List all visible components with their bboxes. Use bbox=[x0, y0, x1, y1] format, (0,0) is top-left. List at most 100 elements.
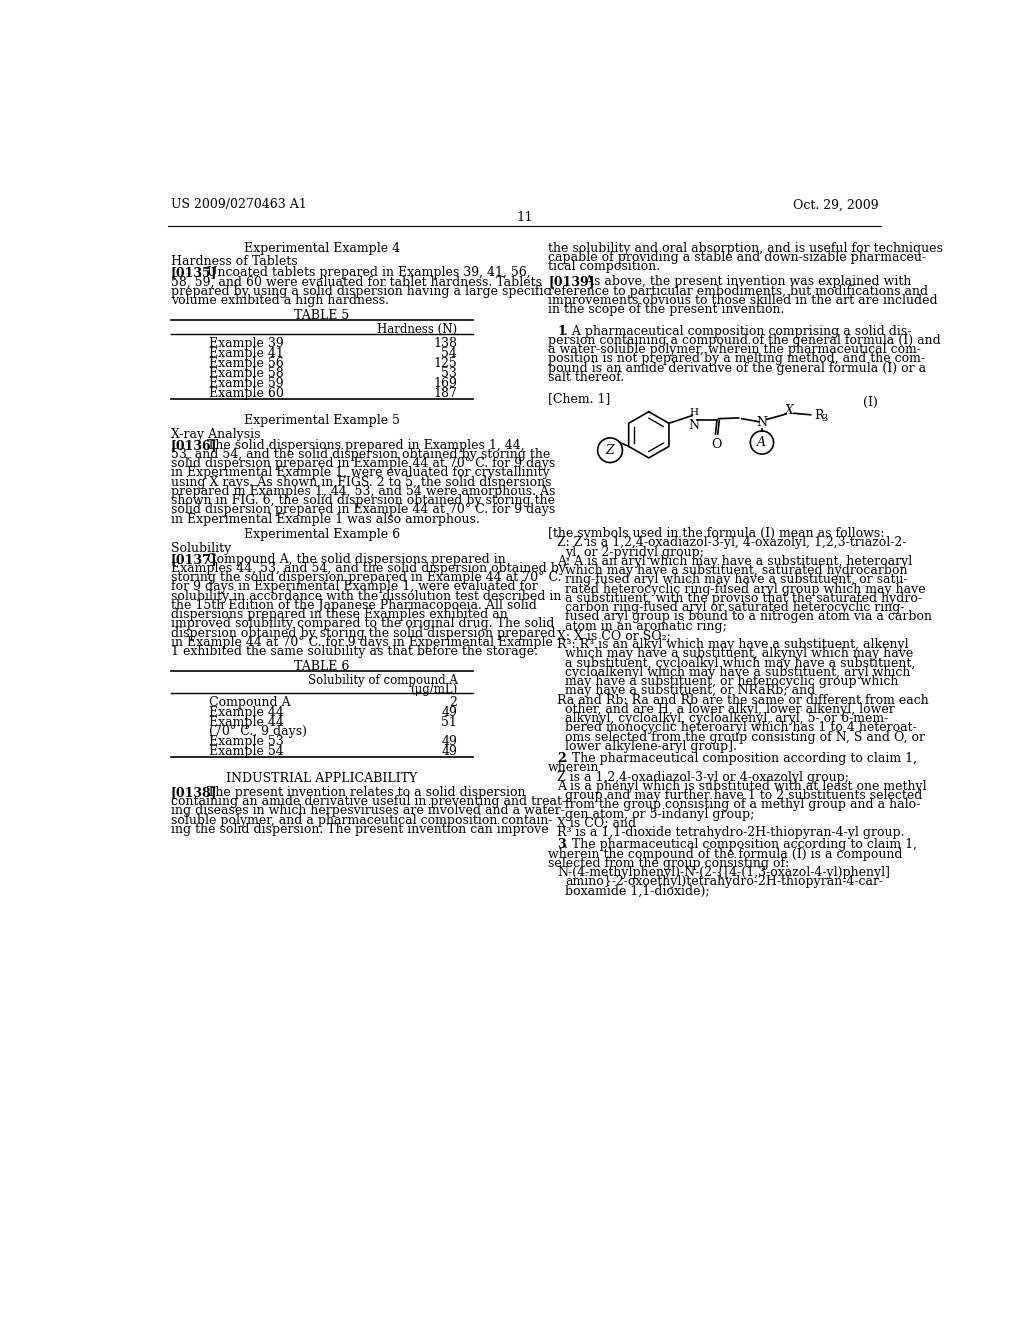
Text: may have a substituent, or heterocyclic group which: may have a substituent, or heterocyclic … bbox=[565, 675, 898, 688]
Text: 1: 1 bbox=[557, 325, 566, 338]
Text: [the symbols used in the formula (I) mean as follows:: [the symbols used in the formula (I) mea… bbox=[548, 527, 885, 540]
Text: A is a phenyl which is substituted with at least one methyl: A is a phenyl which is substituted with … bbox=[557, 780, 927, 793]
Text: persion containing a compound of the general formula (I) and: persion containing a compound of the gen… bbox=[548, 334, 941, 347]
Text: [Chem. 1]: [Chem. 1] bbox=[548, 392, 610, 405]
Text: . The pharmaceutical composition according to claim 1,: . The pharmaceutical composition accordi… bbox=[563, 752, 916, 766]
Text: Z: Z is a 1,2,4-oxadiazol-3-yl, 4-oxazolyl, 1,2,3-triazol-2-: Z: Z is a 1,2,4-oxadiazol-3-yl, 4-oxazol… bbox=[557, 536, 906, 549]
Text: atom in an aromatic ring;: atom in an aromatic ring; bbox=[565, 619, 727, 632]
Text: Z is a 1,2,4-oxadiazol-3-yl or 4-oxazolyl group;: Z is a 1,2,4-oxadiazol-3-yl or 4-oxazoly… bbox=[557, 771, 849, 784]
Text: 2: 2 bbox=[450, 696, 458, 709]
Text: rated heterocyclic ring-fused aryl group which may have: rated heterocyclic ring-fused aryl group… bbox=[565, 582, 926, 595]
Text: solid dispersion prepared in Example 44 at 70° C. for 9 days: solid dispersion prepared in Example 44 … bbox=[171, 457, 555, 470]
Text: R³: R³ is an alkyl which may have a substituent, alkenyl: R³: R³ is an alkyl which may have a subs… bbox=[557, 638, 909, 651]
Text: amino}-2-oxoethyl)tetrahydro-2H-thiopyran-4-car-: amino}-2-oxoethyl)tetrahydro-2H-thiopyra… bbox=[565, 875, 884, 888]
Text: for 9 days in Experimental Example 1, were evaluated for: for 9 days in Experimental Example 1, we… bbox=[171, 581, 538, 594]
Text: selected from the group consisting of:: selected from the group consisting of: bbox=[548, 857, 790, 870]
Text: As above, the present invention was explained with: As above, the present invention was expl… bbox=[577, 276, 911, 289]
Text: dispersion obtained by storing the solid dispersion prepared: dispersion obtained by storing the solid… bbox=[171, 627, 555, 640]
Text: 138: 138 bbox=[433, 337, 458, 350]
Text: Hardness (N): Hardness (N) bbox=[377, 323, 458, 337]
Text: Example 53: Example 53 bbox=[209, 735, 284, 748]
Text: Example 41: Example 41 bbox=[209, 347, 285, 360]
Text: X is CO; and: X is CO; and bbox=[557, 817, 637, 830]
Text: 125: 125 bbox=[433, 358, 458, 370]
Text: cycloalkenyl which may have a substituent, aryl which: cycloalkenyl which may have a substituen… bbox=[565, 665, 910, 678]
Text: 49: 49 bbox=[441, 744, 458, 758]
Text: ing diseases in which herpesviruses are involved and a water-: ing diseases in which herpesviruses are … bbox=[171, 804, 564, 817]
Text: 2: 2 bbox=[557, 752, 566, 766]
Text: boxamide 1,1-dioxide);: boxamide 1,1-dioxide); bbox=[565, 884, 710, 898]
Text: X: X bbox=[784, 404, 794, 417]
Text: using X rays. As shown in FIGS. 2 to 5, the solid dispersions: using X rays. As shown in FIGS. 2 to 5, … bbox=[171, 475, 551, 488]
Text: the solubility and oral absorption, and is useful for techniques: the solubility and oral absorption, and … bbox=[548, 242, 943, 255]
Text: salt thereof.: salt thereof. bbox=[548, 371, 625, 384]
Text: N: N bbox=[688, 418, 699, 432]
Text: Compound A, the solid dispersions prepared in: Compound A, the solid dispersions prepar… bbox=[200, 553, 506, 566]
Text: Solubility: Solubility bbox=[171, 543, 230, 554]
Text: position is not prepared by a melting method, and the com-: position is not prepared by a melting me… bbox=[548, 352, 925, 366]
Text: wherein: wherein bbox=[548, 762, 599, 775]
Text: which may have a substituent, alkynyl which may have: which may have a substituent, alkynyl wh… bbox=[565, 647, 913, 660]
Text: solid dispersion prepared in Example 44 at 70° C. for 9 days: solid dispersion prepared in Example 44 … bbox=[171, 503, 555, 516]
Text: volume exhibited a high hardness.: volume exhibited a high hardness. bbox=[171, 294, 389, 308]
Text: [0136]: [0136] bbox=[171, 438, 217, 451]
Text: Example 39: Example 39 bbox=[209, 337, 284, 350]
Text: N-(4-methylphenyl)-N-(2-{[4-(1,3-oxazol-4-yl)phenyl]: N-(4-methylphenyl)-N-(2-{[4-(1,3-oxazol-… bbox=[557, 866, 890, 879]
Text: alkynyl, cycloalkyl, cycloalkenyl, aryl, 5- or 6-mem-: alkynyl, cycloalkyl, cycloalkenyl, aryl,… bbox=[565, 711, 889, 725]
Text: storing the solid dispersion prepared in Example 44 at 70° C.: storing the solid dispersion prepared in… bbox=[171, 572, 561, 585]
Text: ing the solid dispersion. The present invention can improve: ing the solid dispersion. The present in… bbox=[171, 822, 548, 836]
Text: capable of providing a stable and down-sizable pharmaceu-: capable of providing a stable and down-s… bbox=[548, 251, 926, 264]
Text: 3: 3 bbox=[821, 414, 827, 424]
Text: A: A is an aryl which may have a substituent, heteroaryl: A: A is an aryl which may have a substit… bbox=[557, 554, 912, 568]
Text: 187: 187 bbox=[433, 387, 458, 400]
Text: from the group consisting of a methyl group and a halo-: from the group consisting of a methyl gr… bbox=[565, 799, 921, 812]
Text: 53, and 54, and the solid dispersion obtained by storing the: 53, and 54, and the solid dispersion obt… bbox=[171, 447, 550, 461]
Text: pound is an amide derivative of the general formula (I) or a: pound is an amide derivative of the gene… bbox=[548, 362, 926, 375]
Text: oms selected from the group consisting of N, S and O, or: oms selected from the group consisting o… bbox=[565, 730, 925, 743]
Text: 58, 59, and 60 were evaluated for tablet hardness. Tablets: 58, 59, and 60 were evaluated for tablet… bbox=[171, 276, 542, 289]
Text: shown in FIG. 6, the solid dispersion obtained by storing the: shown in FIG. 6, the solid dispersion ob… bbox=[171, 494, 555, 507]
Text: INDUSTRIAL APPLICABILITY: INDUSTRIAL APPLICABILITY bbox=[226, 772, 418, 785]
Text: R³ is a 1,1-dioxide tetrahydro-2H-thiopyran-4-yl group.: R³ is a 1,1-dioxide tetrahydro-2H-thiopy… bbox=[557, 826, 905, 840]
Text: [0139]: [0139] bbox=[548, 276, 595, 289]
Text: The solid dispersions prepared in Examples 1, 44,: The solid dispersions prepared in Exampl… bbox=[200, 438, 525, 451]
Text: improvements obvious to those skilled in the art are included: improvements obvious to those skilled in… bbox=[548, 294, 938, 308]
Text: lower alkylene-aryl group].: lower alkylene-aryl group]. bbox=[565, 739, 737, 752]
Text: H: H bbox=[689, 408, 698, 417]
Text: bered monocyclic heteroaryl which has 1 to 4 heteroat-: bered monocyclic heteroaryl which has 1 … bbox=[565, 721, 916, 734]
Text: 53: 53 bbox=[441, 367, 458, 380]
Text: Example 60: Example 60 bbox=[209, 387, 285, 400]
Text: tical composition.: tical composition. bbox=[548, 260, 660, 273]
Text: a substituent, cycloalkyl which may have a substituent,: a substituent, cycloalkyl which may have… bbox=[565, 656, 915, 669]
Text: Hardness of Tablets: Hardness of Tablets bbox=[171, 256, 297, 268]
Text: wherein the compound of the formula (I) is a compound: wherein the compound of the formula (I) … bbox=[548, 847, 902, 861]
Text: (70° C., 9 days): (70° C., 9 days) bbox=[209, 725, 307, 738]
Text: gen atom, or 5-indanyl group;: gen atom, or 5-indanyl group; bbox=[565, 808, 755, 821]
Text: other, and are H, a lower alkyl, lower alkenyl, lower: other, and are H, a lower alkyl, lower a… bbox=[565, 702, 895, 715]
Text: may have a substituent, or NRaRb; and: may have a substituent, or NRaRb; and bbox=[565, 684, 815, 697]
Text: . A pharmaceutical composition comprising a solid dis-: . A pharmaceutical composition comprisin… bbox=[563, 325, 911, 338]
Text: reference to particular embodiments, but modifications and: reference to particular embodiments, but… bbox=[548, 285, 928, 298]
Text: Examples 44, 53, and 54, and the solid dispersion obtained by: Examples 44, 53, and 54, and the solid d… bbox=[171, 562, 565, 576]
Text: The present invention relates to a solid dispersion: The present invention relates to a solid… bbox=[200, 785, 525, 799]
Text: ring-fused aryl which may have a substituent, or satu-: ring-fused aryl which may have a substit… bbox=[565, 573, 907, 586]
Text: R: R bbox=[814, 409, 823, 422]
Text: in Experimental Example 1, were evaluated for crystallinity: in Experimental Example 1, were evaluate… bbox=[171, 466, 549, 479]
Text: Example 44: Example 44 bbox=[209, 715, 285, 729]
Text: O: O bbox=[711, 438, 721, 451]
Text: Example 56: Example 56 bbox=[209, 358, 284, 370]
Text: yl, or 2-pyridyl group;: yl, or 2-pyridyl group; bbox=[565, 545, 705, 558]
Text: Example 58: Example 58 bbox=[209, 367, 284, 380]
Text: Uncoated tablets prepared in Examples 39, 41, 56,: Uncoated tablets prepared in Examples 39… bbox=[200, 267, 530, 280]
Text: Example 59: Example 59 bbox=[209, 378, 284, 391]
Text: prepared in Examples 1, 44, 53, and 54 were amorphous. As: prepared in Examples 1, 44, 53, and 54 w… bbox=[171, 484, 555, 498]
Text: Z: Z bbox=[606, 444, 614, 457]
Text: soluble polymer, and a pharmaceutical composition contain-: soluble polymer, and a pharmaceutical co… bbox=[171, 813, 552, 826]
Text: N: N bbox=[757, 416, 767, 429]
Text: . The pharmaceutical composition according to claim 1,: . The pharmaceutical composition accordi… bbox=[563, 838, 916, 851]
Text: [0135]: [0135] bbox=[171, 267, 217, 280]
Text: Experimental Example 6: Experimental Example 6 bbox=[244, 528, 399, 541]
Text: Compound A: Compound A bbox=[209, 696, 291, 709]
Text: prepared by using a solid dispersion having a large specific: prepared by using a solid dispersion hav… bbox=[171, 285, 550, 298]
Text: Example 54: Example 54 bbox=[209, 744, 284, 758]
